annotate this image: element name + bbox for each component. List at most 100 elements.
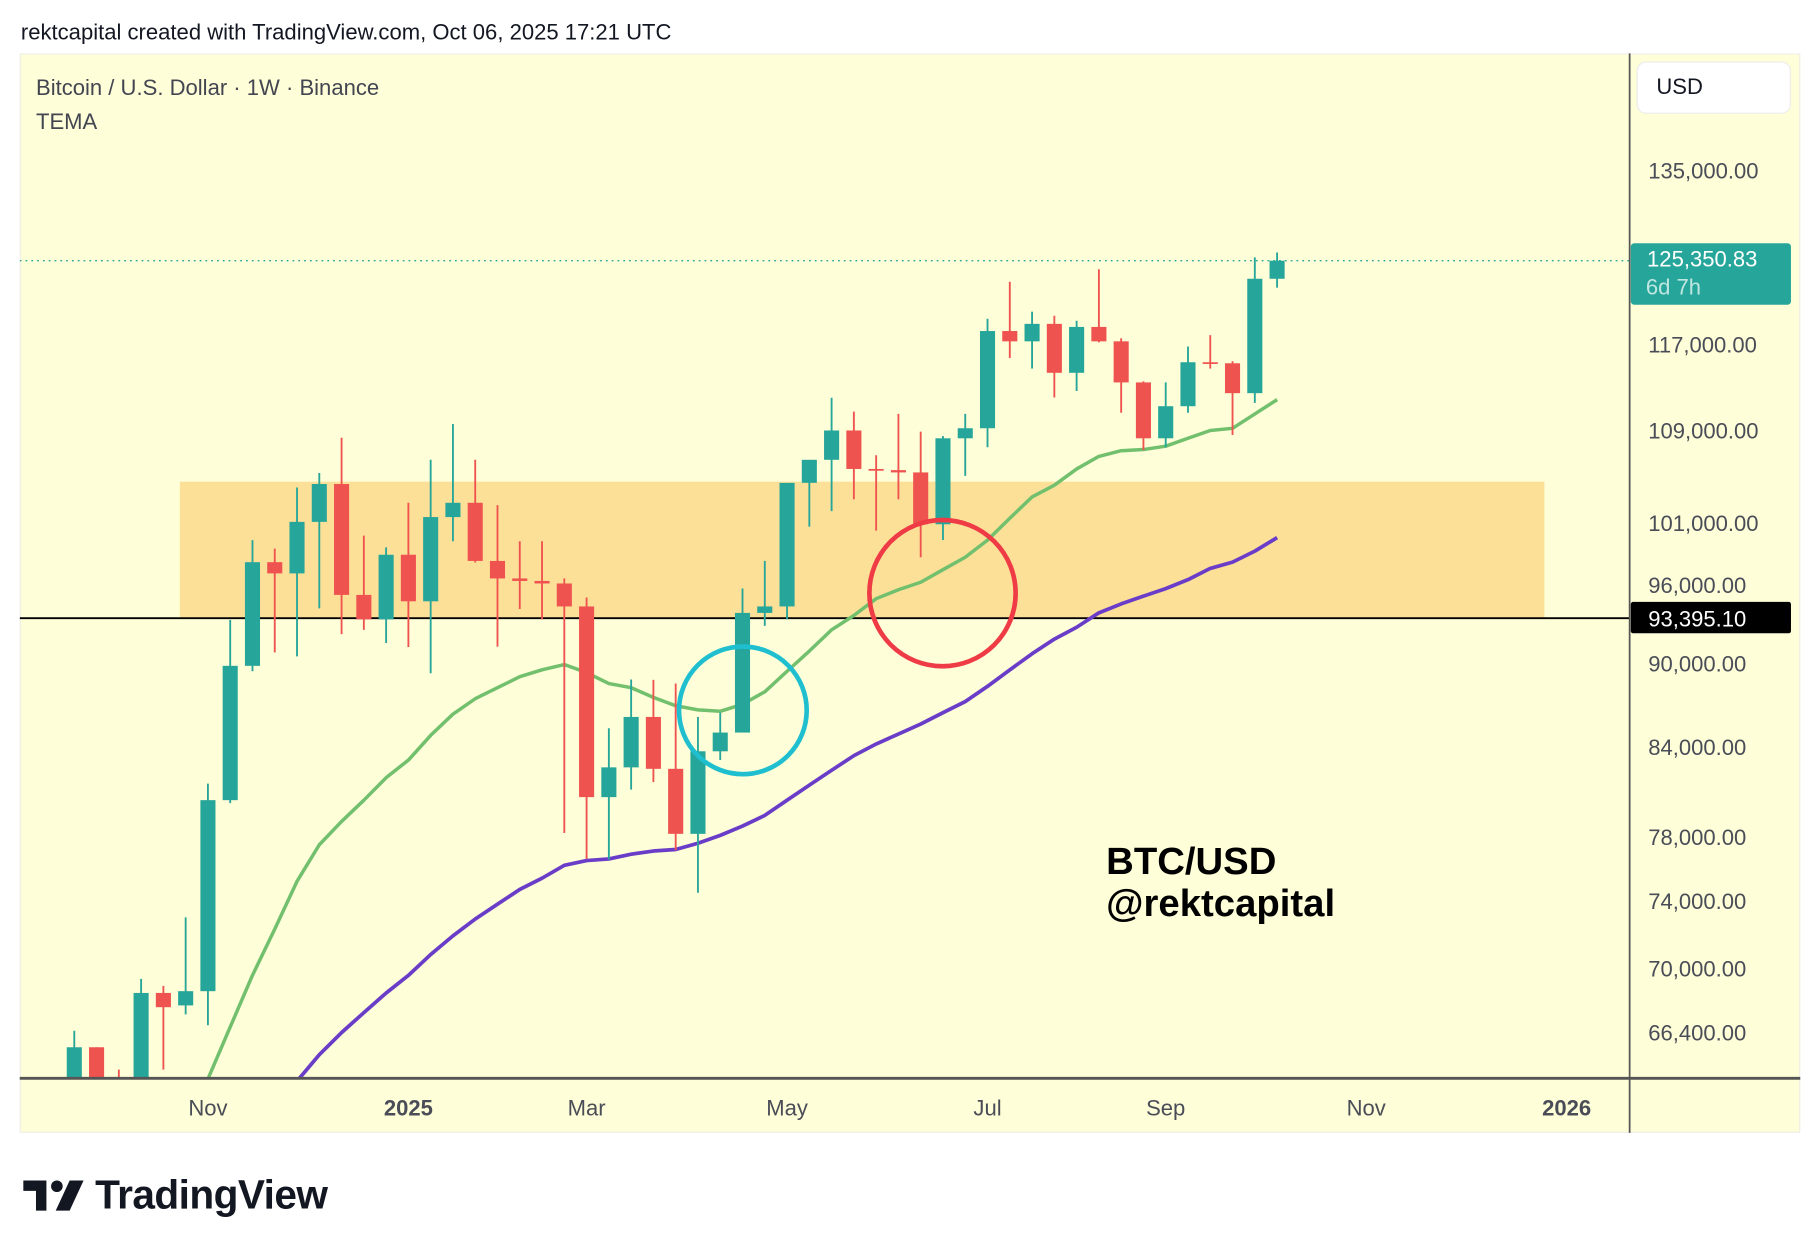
candle — [66, 1030, 82, 1079]
candle-body — [623, 716, 639, 768]
candle — [222, 619, 238, 804]
price-tick-label: 96,000.00 — [1648, 573, 1746, 598]
candle-body — [1202, 362, 1218, 364]
candle — [846, 411, 862, 500]
time-tick-label: Sep — [1146, 1095, 1185, 1120]
candle-body — [400, 554, 416, 602]
candle-body — [89, 1047, 105, 1079]
candle-body — [601, 767, 617, 798]
bar-countdown-label: 6d 7h — [1646, 274, 1701, 299]
candle — [1046, 315, 1062, 398]
candle — [289, 487, 305, 657]
candle — [356, 535, 372, 630]
price-tick-label: 66,400.00 — [1648, 1021, 1746, 1046]
candle-body — [979, 331, 996, 429]
tema-slow-line — [296, 536, 1279, 1079]
time-tick-label: Mar — [568, 1095, 606, 1120]
indicator-legend[interactable]: TEMA — [35, 110, 98, 135]
symbol-legend[interactable]: Bitcoin / U.S. Dollar · 1W · Binance — [35, 76, 380, 101]
tradingview-brand: TradingView — [95, 1172, 328, 1218]
candle-body — [222, 665, 238, 801]
candle — [935, 436, 951, 541]
candle-body — [734, 612, 751, 733]
candle-body — [512, 578, 528, 581]
candle-body — [868, 468, 884, 471]
tradingview-logo-icon — [23, 1180, 84, 1211]
candle — [1091, 269, 1107, 343]
candle — [1135, 381, 1151, 451]
time-tick-label: Nov — [188, 1095, 227, 1120]
candle — [913, 431, 929, 558]
candle-body — [1158, 406, 1174, 439]
candle-body — [890, 470, 906, 473]
candle-body — [1046, 323, 1062, 373]
candle — [89, 1047, 105, 1079]
candle — [601, 728, 617, 860]
candle — [1069, 320, 1085, 392]
time-tick-label: 2025 — [384, 1095, 433, 1120]
candle — [334, 437, 350, 635]
candle-body — [757, 606, 773, 613]
candle-body — [1091, 326, 1107, 342]
support-price-label: 93,395.10 — [1648, 606, 1746, 631]
tradingview-logo: TradingView — [23, 1172, 328, 1218]
candle — [1180, 346, 1196, 413]
candle — [467, 459, 483, 563]
candle — [979, 318, 996, 448]
price-tick-label: 78,000.00 — [1648, 825, 1746, 850]
candle-body — [579, 606, 595, 798]
price-tick-label: 74,000.00 — [1648, 889, 1746, 914]
candle-body — [356, 594, 372, 620]
support-price-badge — [1630, 601, 1791, 634]
candle-body — [957, 428, 973, 439]
candle — [489, 505, 506, 647]
annotation-circle-red — [867, 517, 1018, 669]
currency-button[interactable]: USD — [1636, 61, 1791, 114]
time-tick-label: 2026 — [1542, 1095, 1591, 1120]
candle — [423, 459, 439, 674]
watermark-author: @rektcapital — [1106, 880, 1336, 924]
candle-body — [267, 562, 283, 574]
candle — [734, 588, 751, 733]
candle — [267, 548, 283, 653]
candle-body — [311, 484, 327, 522]
candle-body — [489, 560, 506, 579]
watermark: BTC/USD @rektcapital — [1106, 840, 1335, 924]
candle — [400, 502, 416, 648]
candle-body — [178, 991, 194, 1006]
candle — [890, 413, 906, 500]
candle — [1158, 382, 1174, 448]
candle — [868, 455, 884, 531]
candle-body — [423, 517, 439, 602]
candle — [133, 978, 149, 1079]
candle — [556, 578, 572, 833]
candle — [668, 683, 684, 851]
candle — [957, 413, 973, 476]
candle — [1247, 257, 1263, 403]
candle-body — [935, 438, 951, 525]
candle — [244, 540, 261, 672]
last-price-badge — [1630, 243, 1791, 305]
candle-body — [801, 459, 817, 483]
candle — [623, 679, 639, 790]
candle — [512, 541, 528, 610]
candle-body — [155, 992, 171, 1008]
candle — [178, 917, 194, 1015]
candle — [779, 482, 795, 620]
candle — [1224, 361, 1241, 435]
candle — [378, 547, 394, 644]
candle-body — [1247, 278, 1263, 394]
candle — [534, 541, 550, 620]
watermark-pair: BTC/USD — [1106, 839, 1277, 883]
candle-body — [66, 1047, 82, 1079]
candle-body — [289, 521, 305, 574]
candle-body — [445, 502, 461, 518]
candle-body — [1180, 362, 1196, 407]
price-tick-label: 135,000.00 — [1648, 159, 1758, 184]
price-tick-label: 90,000.00 — [1648, 651, 1746, 676]
candle-body — [467, 502, 483, 561]
candle — [155, 985, 171, 1070]
candle-body — [1269, 260, 1285, 279]
candle — [1269, 252, 1285, 288]
